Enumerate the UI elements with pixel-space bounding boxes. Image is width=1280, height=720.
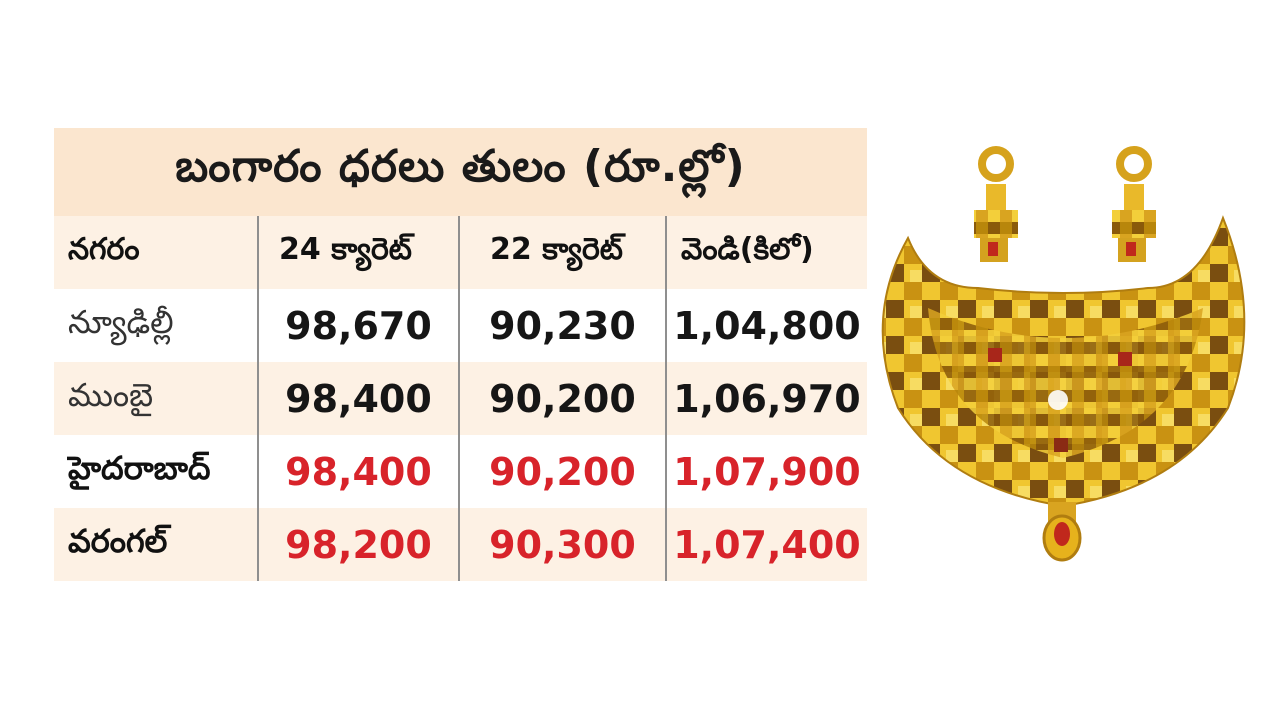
price-24k: 98,670	[257, 289, 458, 362]
price-24k: 98,400	[257, 362, 458, 435]
price-silver: 1,07,900	[665, 435, 867, 508]
header-row: నగరం 24 క్యారెట్ 22 క్యారెట్ వెండి(కిలో)	[54, 216, 867, 289]
price-24k: 98,200	[257, 508, 458, 581]
price-silver: 1,06,970	[665, 362, 867, 435]
table-row: వరంగల్ 98,200 90,300 1,07,400	[54, 508, 867, 581]
price-22k: 90,300	[458, 508, 665, 581]
earring-right	[1112, 146, 1156, 262]
column-header-24k: 24 క్యారెట్	[257, 216, 458, 289]
table-row: హైదరాబాద్ 98,400 90,200 1,07,900	[54, 435, 867, 508]
city-name: హైదరాబాద్	[54, 435, 257, 508]
price-22k: 90,200	[458, 435, 665, 508]
gold-price-table: బంగారం ధరలు తులం (రూ.ల్లో) నగరం 24 క్యార…	[54, 128, 867, 583]
price-24k: 98,400	[257, 435, 458, 508]
city-name: న్యూఢిల్లీ	[54, 289, 257, 362]
price-22k: 90,230	[458, 289, 665, 362]
price-silver: 1,04,800	[665, 289, 867, 362]
column-header-22k: 22 క్యారెట్	[458, 216, 665, 289]
city-name: ముంబై	[54, 362, 257, 435]
table-row: ముంబై 98,400 90,200 1,06,970	[54, 362, 867, 435]
city-name: వరంగల్	[54, 508, 257, 581]
price-22k: 90,200	[458, 362, 665, 435]
price-silver: 1,07,400	[665, 508, 867, 581]
earring-left	[974, 146, 1018, 262]
table-title-bar: బంగారం ధరలు తులం (రూ.ల్లో)	[54, 128, 867, 216]
column-header-silver: వెండి(కిలో)	[665, 216, 867, 289]
column-header-city: నగరం	[54, 216, 257, 289]
table-row: న్యూఢిల్లీ 98,670 90,230 1,04,800	[54, 289, 867, 362]
table-title: బంగారం ధరలు తులం (రూ.ల్లో)	[175, 141, 746, 192]
gold-necklace-icon	[868, 138, 1258, 578]
